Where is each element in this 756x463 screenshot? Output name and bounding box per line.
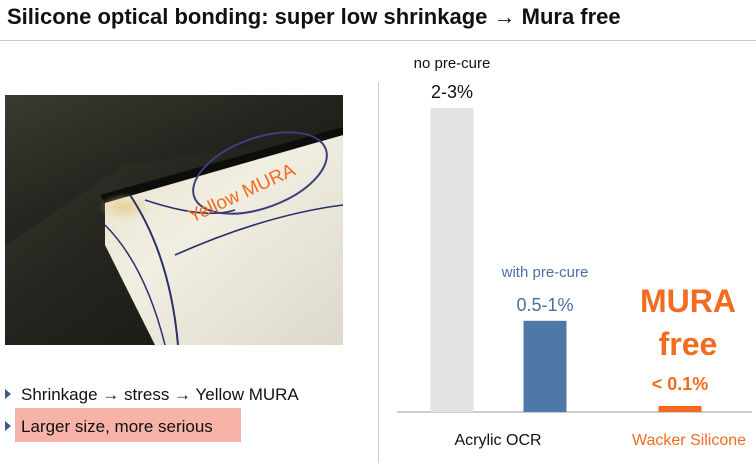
category-label: Acrylic OCR bbox=[454, 432, 541, 449]
bar bbox=[658, 405, 702, 412]
bullet-arrow-icon bbox=[5, 421, 11, 431]
mura-free-callout: MURA bbox=[640, 283, 736, 319]
bar bbox=[523, 320, 567, 412]
title-divider bbox=[0, 40, 756, 41]
bar-value-label: 0.5-1% bbox=[516, 295, 573, 315]
series-name-label: no pre-cure bbox=[414, 55, 491, 72]
bullet-text: Shrinkage → stress → Yellow MURA bbox=[21, 385, 299, 404]
mura-photo-drawing: Yellow MURA bbox=[5, 95, 343, 345]
bullet-item: Shrinkage → stress → Yellow MURA bbox=[5, 380, 365, 412]
mura-photo: Yellow MURA bbox=[5, 95, 343, 345]
column-divider bbox=[378, 82, 379, 463]
bullet-arrow-icon bbox=[5, 389, 11, 399]
series-name-label: with pre-cure bbox=[501, 264, 589, 281]
bar bbox=[430, 108, 474, 412]
bullet-text: Larger size, more serious bbox=[21, 417, 213, 436]
bullet-highlight bbox=[15, 408, 241, 442]
bar-value-label: < 0.1% bbox=[652, 374, 709, 394]
bullet-list: Shrinkage → stress → Yellow MURA Larger … bbox=[5, 380, 365, 444]
category-label: Wacker Silicone bbox=[632, 432, 746, 449]
bullet-item-highlighted: Larger size, more serious bbox=[5, 408, 365, 444]
bar-value-label: 2-3% bbox=[431, 82, 473, 102]
slide-title: Silicone optical bonding: super low shri… bbox=[7, 4, 621, 29]
mura-free-callout: free bbox=[659, 326, 718, 362]
